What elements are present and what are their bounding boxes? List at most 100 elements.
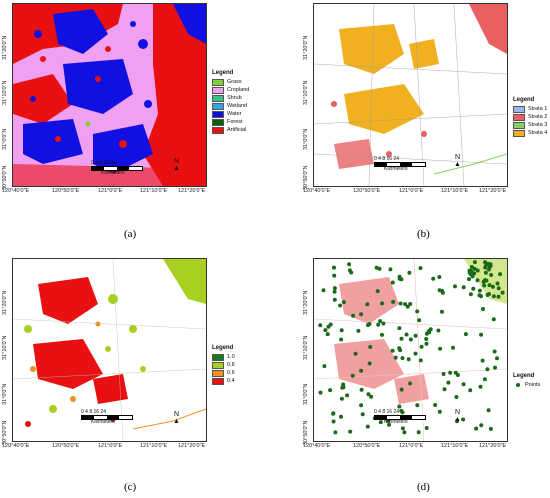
y-tick: 31°10'0"N	[2, 335, 8, 360]
y-tick: 31°10'0"N	[303, 80, 309, 105]
x-tick: 121°0'0"E	[399, 443, 424, 449]
legend-item: Strata 1	[513, 105, 547, 113]
sample-point	[471, 286, 476, 291]
sample-point	[360, 412, 365, 417]
legend-a: Legend Grass Cropland Shrub Wetland Water For…	[212, 70, 249, 134]
map-a: 0 4 8 16 24 Kilometers N ▲	[12, 3, 207, 187]
sample-point	[468, 292, 473, 297]
sample-point	[491, 317, 496, 322]
sample-point	[345, 393, 350, 398]
legend-label: Strata 1	[528, 106, 548, 112]
sample-point	[492, 349, 497, 354]
legend-swatch	[212, 118, 224, 126]
sample-point	[378, 319, 383, 324]
sample-point	[440, 290, 445, 295]
sample-point	[408, 302, 413, 306]
sample-point	[433, 403, 438, 407]
sample-point	[375, 289, 380, 294]
sample-point	[351, 313, 356, 318]
scale-bar-graphic	[374, 415, 426, 420]
sample-point	[417, 318, 422, 323]
sample-point	[397, 346, 402, 351]
sample-point	[483, 278, 488, 283]
sample-point	[398, 301, 403, 306]
sample-point	[419, 344, 424, 349]
y-tick: 31°0'0"N	[2, 383, 8, 405]
legend-swatch	[513, 121, 525, 129]
scale-numbers: 0 4 8 16 24	[91, 160, 117, 166]
sample-point	[418, 266, 423, 271]
y-tick: 30°50'0"N	[2, 165, 8, 190]
sample-point	[367, 361, 372, 366]
panel-c: 0 4 8 16 24 Kilometers N ▲ 120°40'0"E 120…	[0, 249, 275, 498]
sample-point	[486, 408, 491, 413]
sample-point	[347, 262, 352, 267]
y-tick: 31°10'0"N	[303, 335, 309, 360]
sample-point	[400, 426, 405, 431]
sample-point	[470, 274, 475, 279]
sample-point	[480, 358, 485, 363]
legend-item: 0.6	[212, 369, 235, 377]
sample-point	[402, 430, 407, 435]
sample-point	[496, 294, 501, 299]
sample-point	[487, 265, 492, 269]
x-tick: 120°50'0"E	[353, 188, 381, 194]
legend-label: Shrub	[227, 95, 242, 101]
sample-point	[500, 290, 505, 295]
sample-point	[431, 276, 436, 281]
sample-point	[321, 288, 326, 293]
sample-point	[341, 382, 346, 387]
sample-point	[356, 328, 361, 333]
sample-point	[339, 414, 343, 419]
sample-point	[448, 370, 453, 375]
x-tick: 121°20'0"E	[479, 188, 507, 194]
legend-swatch	[513, 129, 525, 137]
sample-points-map	[314, 259, 507, 441]
caption-b: (b)	[417, 228, 430, 240]
legend-label: Strata 4	[528, 130, 548, 136]
sample-point	[368, 345, 373, 349]
sample-point	[442, 387, 447, 392]
sample-point	[332, 265, 336, 270]
x-tick: 121°20'0"E	[178, 188, 206, 194]
map-d: 0 4 8 16 24 Kilometers N ▲	[313, 258, 508, 442]
sample-point	[469, 265, 474, 269]
scale-bar-d: 0 4 8 16 24 Kilometers	[374, 409, 434, 425]
sample-point	[424, 341, 429, 346]
legend-title: Legend	[212, 70, 234, 76]
sample-point	[406, 357, 411, 362]
sample-point	[418, 358, 423, 363]
sample-point	[376, 322, 381, 327]
sample-point	[472, 266, 477, 271]
y-tick: 31°0'0"N	[303, 383, 309, 405]
sample-point	[498, 272, 503, 277]
legend-item: Forest	[212, 118, 249, 126]
sample-point	[479, 423, 484, 428]
x-tick: 121°20'0"E	[178, 443, 206, 449]
x-tick: 120°40'0"E	[303, 443, 331, 449]
sample-point	[437, 275, 442, 279]
sample-point	[496, 286, 501, 291]
legend-item: Points	[513, 381, 540, 389]
sample-point	[438, 346, 443, 351]
sample-point	[455, 419, 459, 424]
scale-bar-a: 0 4 8 16 24 Kilometers	[91, 160, 151, 176]
legend-item: Strata 3	[513, 121, 547, 129]
sample-point	[332, 297, 337, 302]
sample-point	[393, 355, 398, 360]
legend-label: 1.0	[227, 354, 235, 360]
y-tick: 31°0'0"N	[2, 128, 8, 150]
legend-item: 1.0	[212, 353, 235, 361]
sample-point	[474, 426, 479, 431]
sample-point	[416, 430, 421, 435]
sample-point	[399, 336, 404, 341]
north-arrow-c: N ▲	[173, 411, 180, 425]
x-tick: 120°50'0"E	[353, 443, 381, 449]
sample-point	[475, 268, 480, 273]
y-tick: 30°50'0"N	[303, 420, 309, 445]
sample-point	[339, 328, 344, 333]
legend-label: Artificial	[227, 127, 247, 133]
x-tick: 121°0'0"E	[399, 188, 424, 194]
sample-point	[325, 332, 330, 337]
panel-b: 0 4 8 16 24 Kilometers N ▲ 120°40'0"E 120…	[275, 0, 550, 249]
